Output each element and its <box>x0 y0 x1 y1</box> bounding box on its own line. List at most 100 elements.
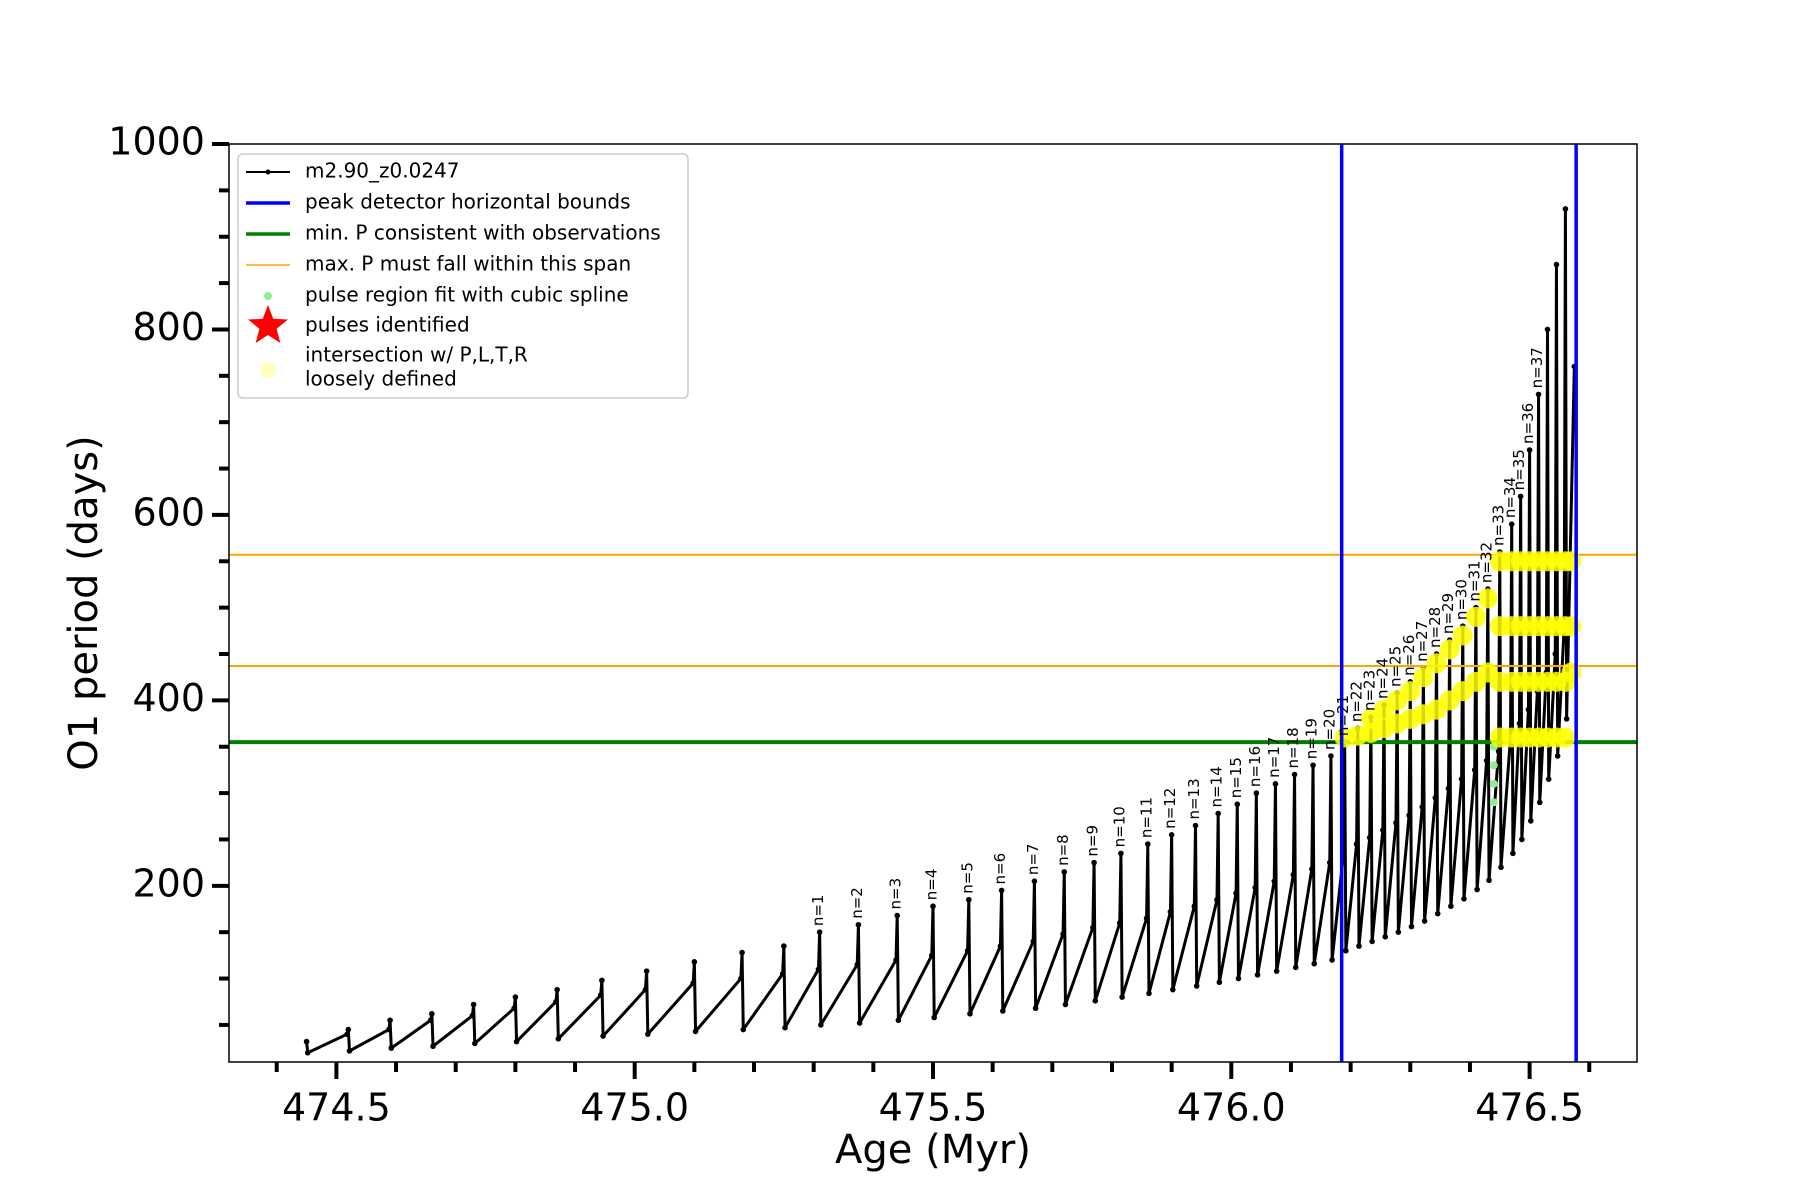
series-point <box>512 994 519 1000</box>
series-point <box>386 1026 392 1033</box>
series-point <box>1448 903 1454 910</box>
pulse-annotation: n=32 <box>1477 542 1495 583</box>
series-point <box>894 912 901 919</box>
legend-label: min. P consistent with observations <box>305 221 661 245</box>
pulse-annotation: n=37 <box>1528 347 1546 388</box>
pulse-annotation: n=17 <box>1265 737 1283 778</box>
series-point <box>643 968 650 974</box>
series-point <box>1419 804 1426 810</box>
pulse-annotation: n=29 <box>1439 593 1457 634</box>
series-point <box>1062 1001 1069 1008</box>
series-point <box>1061 869 1068 875</box>
series-point <box>856 1020 863 1026</box>
x-tick-label: 476.0 <box>1177 1086 1286 1130</box>
series-point <box>346 1048 353 1054</box>
series-point <box>997 943 1004 949</box>
series-point <box>1254 972 1261 978</box>
series-point <box>1271 878 1278 884</box>
series-point <box>929 952 935 959</box>
series-point <box>1252 884 1258 891</box>
series-point <box>1498 864 1504 871</box>
series-point <box>1544 326 1551 333</box>
series-point <box>555 1036 562 1042</box>
series-point <box>855 921 862 928</box>
series-point <box>554 986 560 993</box>
series-point <box>553 998 559 1005</box>
series-point <box>1516 720 1523 727</box>
series-line <box>305 207 1576 1055</box>
pulse-annotation: n=21 <box>1334 695 1352 736</box>
pulse-annotation: n=8 <box>1054 834 1072 866</box>
series-point <box>1144 841 1151 847</box>
series-point <box>1116 920 1123 926</box>
pulse-annotation: n=27 <box>1413 621 1431 662</box>
scatter-point <box>1489 761 1498 770</box>
series-point <box>1434 910 1441 917</box>
series-point <box>1234 801 1241 808</box>
series-point <box>1060 931 1066 937</box>
series-point <box>1517 493 1524 500</box>
series-point <box>1192 822 1199 829</box>
series-point <box>781 943 787 949</box>
y-tick-label: 600 <box>132 490 205 534</box>
series-point <box>1291 771 1298 778</box>
series-point <box>854 961 861 968</box>
series-point <box>1369 938 1375 945</box>
scatter-point <box>1452 625 1473 646</box>
pulse-annotation: n=10 <box>1110 806 1128 847</box>
series-point <box>1273 968 1280 974</box>
pulse-annotation: n=9 <box>1084 825 1102 857</box>
pulse-annotation: n=4 <box>923 869 941 901</box>
x-tick-label: 476.5 <box>1475 1086 1584 1130</box>
pulse-annotation: n=15 <box>1227 757 1245 798</box>
legend-handle <box>260 362 276 378</box>
legend-label: intersection w/ P,L,T,R <box>305 343 528 367</box>
series-point <box>1253 790 1260 796</box>
series-point <box>690 980 696 986</box>
series-point <box>303 1038 310 1045</box>
series-point <box>964 947 971 954</box>
series-point <box>1311 960 1318 967</box>
scatter-point <box>1400 681 1421 702</box>
series-point <box>345 1026 352 1033</box>
series-point <box>1406 812 1412 819</box>
series-point <box>597 992 604 999</box>
series-point <box>1519 836 1525 843</box>
series-point <box>1328 753 1334 759</box>
series-point <box>1393 819 1399 826</box>
series-point <box>1471 767 1478 773</box>
series-point <box>1562 206 1569 212</box>
pulse-annotation: n=30 <box>1452 579 1470 620</box>
series-point <box>1326 859 1333 866</box>
series-point <box>1118 850 1124 857</box>
series-point <box>1458 776 1465 782</box>
pulse-annotation: n=16 <box>1246 746 1264 787</box>
pulse-annotation: n=24 <box>1374 658 1392 699</box>
series-point <box>893 957 899 963</box>
pulse-annotation: n=5 <box>958 862 976 894</box>
y-tick-label: 400 <box>132 676 205 720</box>
x-axis-label: Age (Myr) <box>835 1127 1031 1173</box>
series-point <box>1329 957 1335 963</box>
scatter-point <box>1555 727 1576 748</box>
series-point <box>1215 810 1221 817</box>
scatter-point <box>1561 662 1582 683</box>
series-point <box>738 975 744 982</box>
series-point <box>511 1005 517 1012</box>
legend-label: pulses identified <box>305 313 470 337</box>
series-point <box>692 1028 699 1035</box>
series-point <box>387 1017 393 1024</box>
series-point <box>472 1040 478 1047</box>
series-point <box>1146 990 1152 997</box>
series-point <box>1090 924 1096 931</box>
series-point <box>1000 1008 1006 1014</box>
pulse-annotation: n=35 <box>1510 449 1528 490</box>
pulse-annotation: n=31 <box>1465 560 1483 601</box>
legend-label: loosely defined <box>305 367 457 391</box>
series-point <box>1554 753 1561 759</box>
series-point <box>1191 903 1198 910</box>
series-point <box>815 966 822 973</box>
series-point <box>1235 975 1242 982</box>
y-tick-label: 800 <box>132 305 205 349</box>
